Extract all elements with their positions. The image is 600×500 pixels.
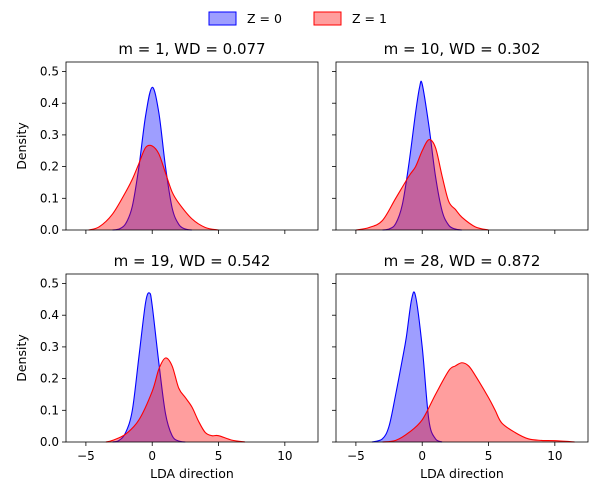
y-tick-label: 0.4 — [40, 308, 59, 322]
x-tick-label: −5 — [347, 449, 365, 463]
panel-title: m = 1, WD = 0.077 — [118, 40, 265, 58]
density-line-z1 — [355, 139, 489, 231]
density-line-z1 — [105, 357, 246, 443]
y-tick-label: 0.0 — [40, 435, 59, 449]
panel-title: m = 10, WD = 0.302 — [384, 40, 541, 58]
axes-frame — [65, 61, 319, 231]
y-tick-label: 0.2 — [40, 160, 59, 174]
y-tick-label: 0.3 — [40, 128, 59, 142]
x-axis-label: LDA direction — [150, 466, 234, 481]
panel-4: −5 0 5 10 m = 28, WD = 0.872 LDA direction — [332, 252, 589, 481]
density-fill-z0 — [382, 81, 462, 230]
x-tick-label: 5 — [485, 449, 493, 463]
density-line-z0 — [371, 291, 443, 443]
x-tick-label: −5 — [77, 449, 95, 463]
y-tick-label: 0.0 — [40, 223, 59, 237]
y-tick-label: 0.1 — [40, 403, 59, 417]
density-line-z0 — [112, 86, 193, 231]
y-tick-label: 0.5 — [40, 65, 59, 79]
x-tick-label: 10 — [277, 449, 292, 463]
density-fill-z1 — [355, 139, 489, 230]
density-fill-z1 — [88, 145, 219, 230]
panel-2: m = 10, WD = 0.302 — [332, 40, 589, 234]
y-tick-label: 0.4 — [40, 96, 59, 110]
y-tick-label: 0.5 — [40, 277, 59, 291]
density-line-z0 — [382, 80, 463, 231]
density-fill-z1 — [382, 362, 575, 442]
legend-swatch-z0 — [208, 11, 237, 26]
density-fill-z0 — [371, 291, 443, 442]
axes-frame — [335, 273, 589, 443]
x-tick-label: 0 — [418, 449, 426, 463]
axes-frame — [65, 273, 319, 443]
axes-frame — [335, 61, 589, 231]
legend-swatch-z1 — [313, 11, 342, 26]
x-tick-label: 10 — [547, 449, 562, 463]
density-line-z1 — [382, 362, 575, 443]
y-tick-label: 0.1 — [40, 191, 59, 205]
density-fill-z1 — [105, 357, 246, 442]
legend-label-z0: Z = 0 — [247, 11, 282, 26]
x-axis-label: LDA direction — [420, 466, 504, 481]
x-tick-label: 0 — [148, 449, 156, 463]
legend: Z = 0 Z = 1 — [208, 11, 387, 26]
x-tick-label: 5 — [215, 449, 223, 463]
panel-title: m = 19, WD = 0.542 — [114, 252, 271, 270]
panel-3: −5 0 5 10 0.0 0.1 0.2 0.3 0.4 0.5 m = 19, WD = 0.5… — [14, 252, 319, 481]
density-fill-z0 — [112, 87, 192, 231]
legend-label-z1: Z = 1 — [352, 11, 387, 26]
density-line-z0 — [112, 292, 186, 443]
y-axis-label: Density — [14, 334, 29, 382]
density-line-z1 — [88, 144, 219, 231]
y-tick-label: 0.2 — [40, 372, 59, 386]
density-fill-z0 — [112, 292, 186, 442]
panel-title: m = 28, WD = 0.872 — [384, 252, 541, 270]
y-tick-label: 0.3 — [40, 340, 59, 354]
panel-1: 0.0 0.1 0.2 0.3 0.4 0.5 m = 1, WD = 0.077 Densi… — [14, 40, 319, 237]
y-axis-label: Density — [14, 122, 29, 170]
